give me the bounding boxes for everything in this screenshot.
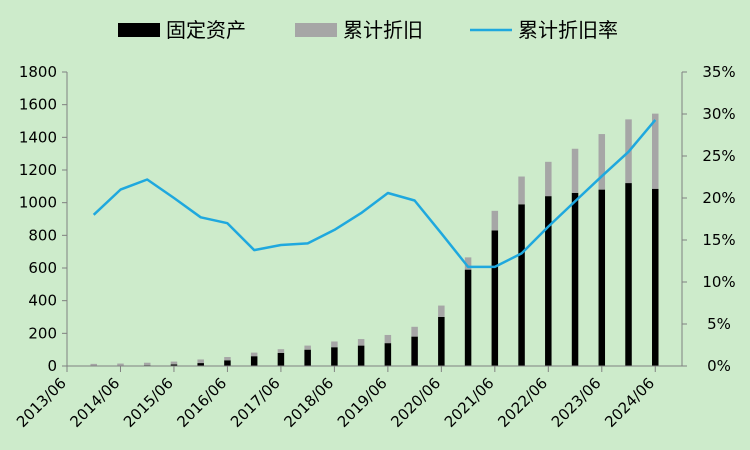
bar-accumulated-depreciation	[304, 345, 311, 350]
bar-fixed-assets	[411, 336, 418, 366]
y-right-tick-label: 15%	[702, 231, 735, 249]
y-right-tick-label: 20%	[702, 189, 735, 207]
bar-accumulated-depreciation	[170, 361, 178, 365]
bar-accumulated-depreciation	[545, 161, 552, 197]
rate-line-group	[92, 119, 657, 269]
bar-fixed-assets	[357, 345, 365, 366]
bar-accumulated-depreciation	[331, 341, 338, 348]
bar-accumulated-depreciation	[250, 352, 258, 357]
y-left-tick-label: 800	[28, 226, 57, 244]
bar-accumulated-depreciation	[224, 357, 231, 361]
legend: 固定资产 累计折旧 累计折旧率	[118, 18, 618, 42]
y-right-tick-label: 10%	[702, 273, 735, 291]
x-tick-label: 2023/06	[548, 374, 605, 431]
y-left-tick-label: 200	[28, 324, 57, 342]
bar-fixed-assets	[170, 364, 178, 366]
bar-fixed-assets	[277, 352, 285, 366]
y-left-tick-label: 400	[28, 292, 57, 310]
bar-fixed-assets	[384, 343, 392, 366]
bar-fixed-assets	[304, 349, 311, 366]
bar-fixed-assets	[545, 196, 552, 366]
bar-accumulated-depreciation	[438, 305, 445, 317]
y-left-tick-label: 600	[28, 259, 57, 277]
y-left-tick-label: 1400	[19, 128, 57, 146]
bar-group	[90, 113, 659, 366]
bar-fixed-assets	[625, 183, 632, 366]
bar-accumulated-depreciation	[90, 363, 97, 366]
bar-fixed-assets	[464, 269, 472, 366]
x-tick-label: 2019/06	[334, 374, 391, 431]
x-tick-label: 2014/06	[67, 374, 124, 431]
y-right-tick-label: 25%	[702, 147, 735, 165]
series-line-depreciation-rate	[92, 119, 657, 269]
x-tick-label: 2021/06	[441, 374, 498, 431]
bar-accumulated-depreciation	[357, 339, 365, 346]
bar-accumulated-depreciation	[277, 349, 285, 353]
legend-swatch	[118, 23, 160, 37]
bar-accumulated-depreciation	[464, 257, 472, 270]
bar-accumulated-depreciation	[598, 134, 606, 190]
x-tick-label: 2020/06	[387, 374, 444, 431]
bar-fixed-assets	[224, 360, 231, 366]
x-tick-label: 2016/06	[173, 374, 230, 431]
bar-accumulated-depreciation	[571, 148, 579, 193]
bar-fixed-assets	[491, 230, 499, 366]
x-tick-label: 2024/06	[601, 374, 658, 431]
bar-fixed-assets	[250, 356, 258, 366]
bar-fixed-assets	[652, 188, 659, 366]
bar-fixed-assets	[331, 347, 338, 366]
y-left-tick-label: 1800	[19, 63, 57, 81]
bar-accumulated-depreciation	[384, 334, 392, 344]
bar-fixed-assets	[598, 189, 606, 366]
x-tick-label: 2017/06	[227, 374, 284, 431]
x-tick-label: 2022/06	[494, 374, 551, 431]
y-right-tick-label: 30%	[702, 105, 735, 123]
legend-swatch	[295, 23, 337, 37]
y-right-tick-label: 5%	[707, 315, 731, 333]
bar-fixed-assets	[518, 204, 525, 366]
y-left-tick-label: 1200	[19, 161, 57, 179]
legend-label: 固定资产	[166, 18, 246, 42]
bar-accumulated-depreciation	[491, 210, 499, 231]
legend-label: 累计折旧	[343, 18, 423, 42]
x-tick-label: 2015/06	[120, 374, 177, 431]
y-right-tick-label: 0%	[707, 357, 731, 375]
bar-accumulated-depreciation	[197, 359, 204, 364]
x-tick-label: 2013/06	[13, 374, 70, 431]
y-right-tick-label: 35%	[702, 63, 735, 81]
bar-accumulated-depreciation	[117, 363, 124, 366]
bar-fixed-assets	[197, 363, 204, 366]
y-left-tick-label: 0	[47, 357, 57, 375]
y-left-tick-label: 1600	[19, 96, 57, 114]
bar-accumulated-depreciation	[411, 326, 418, 337]
bar-accumulated-depreciation	[518, 176, 525, 205]
bar-fixed-assets	[438, 317, 445, 366]
legend-label: 累计折旧率	[518, 18, 618, 42]
x-tick-label: 2018/06	[280, 374, 337, 431]
bar-fixed-assets	[571, 192, 579, 366]
y-left-tick-label: 1000	[19, 194, 57, 212]
bar-accumulated-depreciation	[652, 113, 659, 189]
bar-accumulated-depreciation	[143, 362, 151, 366]
